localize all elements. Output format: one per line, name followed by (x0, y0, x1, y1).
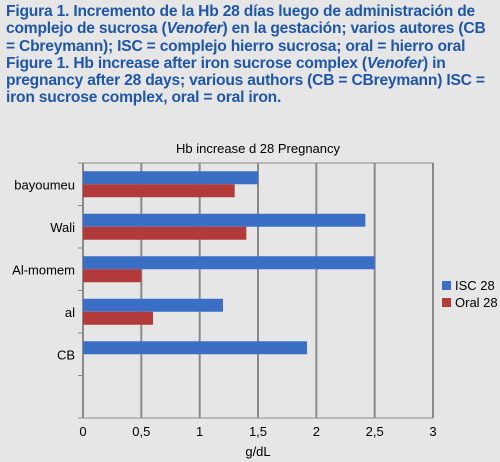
bar (83, 213, 366, 227)
bar (83, 341, 307, 355)
x-tick-label: 0,5 (132, 424, 150, 439)
caption-es-pre: Figura 1. Incremento de la Hb 28 días lu… (6, 3, 475, 38)
category-label: Wali (50, 220, 75, 235)
caption-es-post: ) en la gestación; varios autores (CB = … (6, 20, 486, 55)
bar (83, 311, 153, 325)
x-tick-label: 0 (79, 424, 86, 439)
bar (83, 256, 375, 270)
bar (83, 298, 223, 312)
legend-label: ISC 28 (455, 278, 495, 293)
caption-en-post: ) in pregnancy after 28 days; various au… (6, 54, 485, 107)
legend-label: Oral 28 (455, 295, 498, 310)
x-tick-label: 3 (429, 424, 436, 439)
category-label: al (65, 305, 75, 320)
x-tick-label: 1 (196, 424, 203, 439)
figure-caption: Figura 1. Incremento de la Hb 28 días lu… (6, 3, 498, 107)
x-tick-label: 2 (313, 424, 320, 439)
bar (83, 184, 235, 198)
category-label: bayoumeu (14, 177, 75, 192)
chart-title: Hb increase d 28 Pregnancy (176, 141, 341, 156)
caption-english: Figure 1. Hb increase after iron sucrose… (6, 55, 498, 107)
category-label: Al-momem (12, 262, 75, 277)
caption-en-italic: Venofer (366, 54, 424, 72)
x-tick-label: 1,5 (249, 424, 267, 439)
bar (83, 171, 258, 185)
x-tick-label: 2,5 (366, 424, 384, 439)
x-axis-label: g/dL (245, 444, 270, 459)
legend-swatch (442, 281, 451, 290)
bar (83, 269, 142, 283)
caption-es-italic: Venofer (166, 20, 223, 38)
legend-swatch (442, 298, 451, 307)
bar (83, 226, 247, 240)
category-label: CB (57, 347, 75, 362)
caption-en-pre: Figure 1. Hb increase after iron sucrose… (6, 54, 367, 72)
caption-spanish: Figura 1. Incremento de la Hb 28 días lu… (6, 3, 498, 55)
